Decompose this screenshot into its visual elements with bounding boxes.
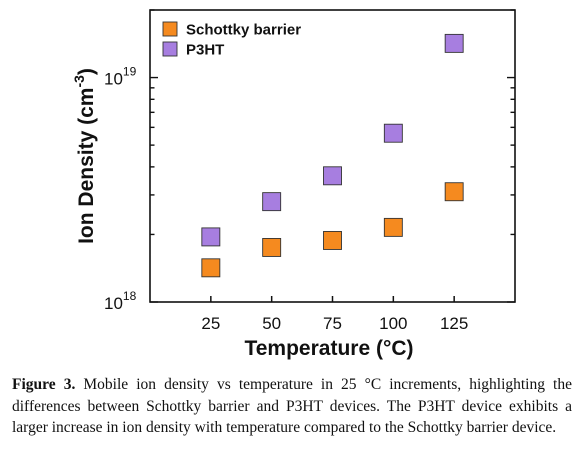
y-tick-exponent: 19 <box>123 65 137 79</box>
x-tick-label: 100 <box>379 314 407 333</box>
figure-caption: Figure 3. Mobile ion density vs temperat… <box>12 374 572 439</box>
y-axis-title-main: Ion Density (cm <box>75 88 98 244</box>
x-tick-label: 75 <box>323 314 342 333</box>
caption-text: Mobile ion density vs temperature in 25 … <box>12 376 572 436</box>
p3ht-marker <box>383 123 403 143</box>
y-tick-label: 1018 <box>104 289 137 313</box>
p3ht-marker <box>323 166 342 186</box>
x-axis-ticks: 25 50 75 100 125 <box>201 296 468 333</box>
legend-label: Schottky barrier <box>186 22 301 39</box>
legend: Schottky barrier P3HT <box>162 21 301 59</box>
data-markers <box>201 33 464 278</box>
y-tick-base: 10 <box>104 294 123 313</box>
y-tick-base: 10 <box>104 70 123 89</box>
legend-swatch <box>162 21 178 37</box>
schottky-marker <box>444 182 464 202</box>
legend-label: P3HT <box>186 42 224 59</box>
y-axis-title-exponent: -3 <box>71 75 87 88</box>
schottky-marker <box>201 258 221 278</box>
legend-swatch <box>162 41 178 57</box>
y-tick-exponent: 18 <box>123 289 137 303</box>
y-axis-title: Ion Density (cm-3) <box>71 68 98 244</box>
schottky-marker <box>323 231 342 250</box>
schottky-marker <box>262 238 282 257</box>
p3ht-marker <box>444 33 464 53</box>
y-axis-title-close: ) <box>75 68 98 75</box>
p3ht-marker <box>201 227 221 247</box>
schottky-marker <box>383 217 403 237</box>
x-axis-title: Temperature (°C) <box>244 337 413 360</box>
x-tick-label: 25 <box>201 314 220 333</box>
y-tick-label: 1019 <box>104 65 137 89</box>
p3ht-marker <box>262 192 282 212</box>
x-tick-label: 50 <box>262 314 281 333</box>
caption-label: Figure 3. <box>12 376 76 393</box>
x-tick-label: 125 <box>440 314 468 333</box>
